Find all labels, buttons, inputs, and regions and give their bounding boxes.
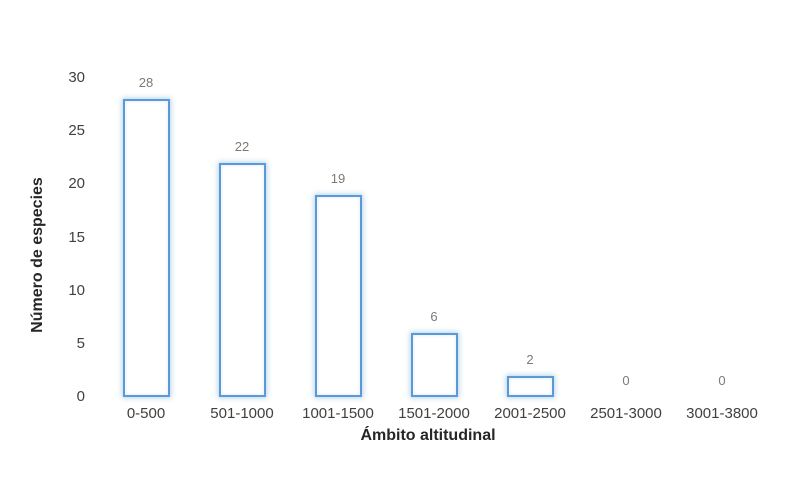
x-tick-label: 0-500 (126, 405, 166, 422)
y-tick-label: 0 (76, 388, 85, 405)
bar-value-label: 22 (234, 139, 250, 155)
bar-value-label: 19 (330, 170, 346, 186)
y-tick-label: 25 (68, 122, 85, 140)
x-tick-label: 1501-2000 (398, 405, 470, 422)
x-tick-label: 2501-3000 (590, 405, 662, 422)
x-tick-label: 3001-3800 (686, 405, 758, 422)
y-tick-label: 30 (68, 69, 85, 86)
bar-value-label: 0 (622, 373, 630, 388)
bar (410, 333, 458, 397)
bar-value-label: 6 (430, 309, 438, 325)
bar (314, 194, 362, 397)
y-axis-title: Número de especies (29, 177, 46, 333)
x-axis-title: Ámbito altitudinal (360, 427, 496, 444)
y-tick-label: 20 (68, 175, 85, 193)
bar (122, 99, 170, 397)
bar-value-label: 0 (718, 373, 726, 388)
bar (218, 163, 266, 397)
x-tick-label: 501-1000 (210, 405, 274, 422)
y-tick-label: 10 (68, 281, 85, 299)
y-tick-label: 15 (68, 228, 85, 246)
bar-value-label: 28 (138, 75, 154, 91)
bar-value-label: 2 (526, 351, 534, 367)
y-tick-label: 5 (76, 334, 85, 352)
x-tick-label: 2001-2500 (494, 405, 566, 422)
x-tick-label: 1001-1500 (302, 405, 374, 422)
bar (506, 375, 554, 397)
